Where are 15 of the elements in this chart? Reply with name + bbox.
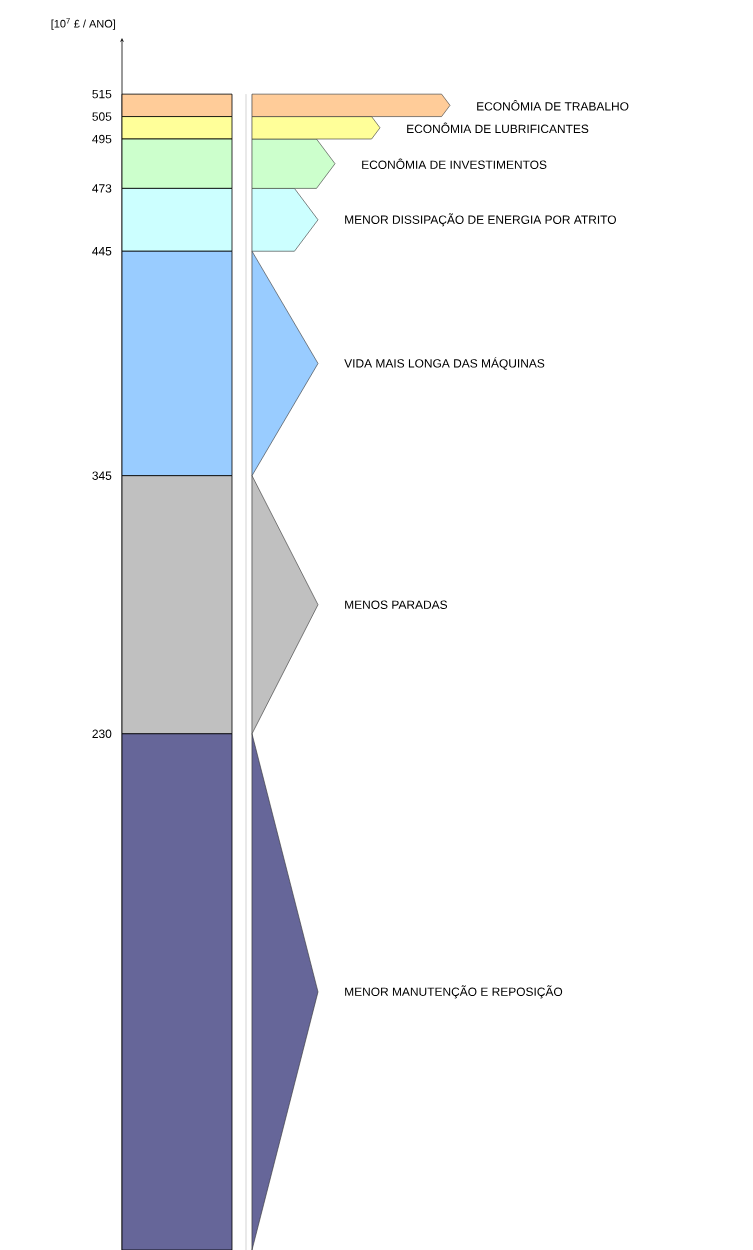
y-tick-label: 495 [92,134,112,144]
y-tick-label: 230 [92,729,112,739]
text: MENOS PARADAS [345,600,448,609]
y-tick-label: 505 [92,112,112,121]
text: ECONÔMIA DE INVESTIMENTOS [362,158,547,169]
y-tick-label: 515 [92,89,112,99]
text: MENOR DISSIPAÇÃO DE ENERGIA POR ATRITO [345,213,616,227]
y-axis-title: [10$^{7}$ £ / ANO] [51,18,116,30]
text: ECONÔMIA DE LUBRIFICANTES [407,122,589,134]
text: MENOR MANUTENÇÃO E REPOSIÇÃO [345,985,563,999]
text: VIDA MAIS LONGA DAS MÁQUINAS [344,357,545,370]
text: ECONÔMIA DE TRABALHO [477,100,629,111]
y-tick-label: 345 [92,471,112,480]
y-tick-label: 445 [92,247,112,256]
y-tick-label: 473 [92,184,112,193]
